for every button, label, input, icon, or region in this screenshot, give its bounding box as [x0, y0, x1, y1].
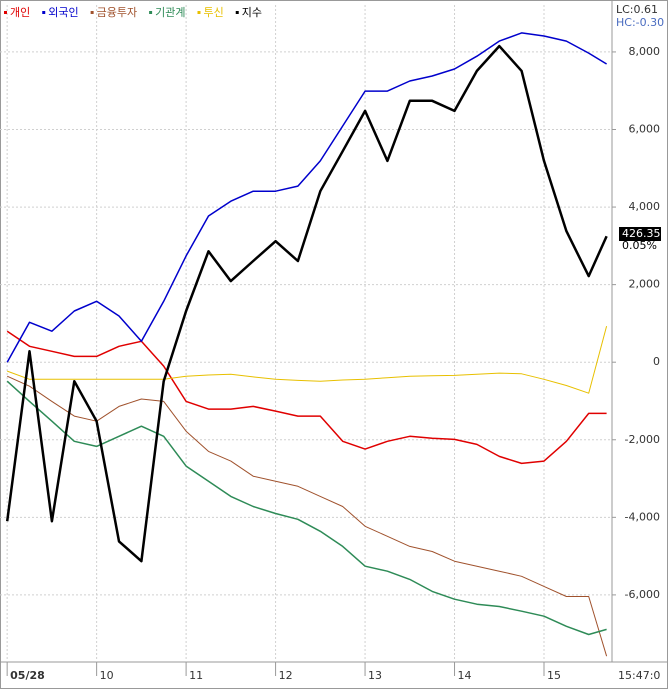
x-tick-label: 14: [458, 669, 472, 682]
y-tick-label: -2,000: [625, 433, 660, 446]
legend-label: 기관계: [155, 6, 185, 19]
x-tick-label: 10: [100, 669, 114, 682]
x-tick-label: 13: [368, 669, 382, 682]
y-tick-label: 2,000: [629, 278, 661, 291]
legend-label: 금융투자: [97, 6, 137, 19]
legend-label: 외국인: [48, 6, 78, 19]
hc-label: HC:-0.30: [616, 16, 664, 29]
series-line: [7, 325, 608, 394]
y-tick-label: 0: [653, 355, 660, 368]
legend-marker: [235, 11, 239, 14]
legend-marker: [149, 11, 153, 14]
legend-label: 지수: [242, 6, 262, 19]
series-line: [5, 44, 608, 563]
x-tick-label: 12: [279, 669, 293, 682]
series-line: [6, 32, 607, 363]
legend-label: 투신: [203, 6, 223, 19]
change-label: 0.05%: [622, 239, 657, 252]
x-tick-label: 05/28: [10, 669, 45, 682]
last-value-box: [619, 227, 661, 241]
last-value-label: 426.35: [622, 227, 661, 240]
legend-marker: [4, 11, 7, 14]
lc-label: LC:0.61: [616, 3, 658, 16]
legend-marker: [197, 11, 201, 14]
series-line: [6, 380, 607, 636]
y-tick-label: -4,000: [625, 510, 660, 523]
x-tick-label: 11: [189, 669, 203, 682]
y-tick-label: 6,000: [629, 122, 661, 135]
series-line: [6, 375, 608, 657]
legend-marker: [90, 11, 94, 14]
legend-label: 개인: [10, 6, 30, 19]
y-tick-label: -6,000: [625, 588, 660, 601]
x-tick-label: 15: [547, 669, 561, 682]
timestamp: 15:47:0: [618, 669, 660, 682]
y-tick-label: 4,000: [629, 200, 661, 213]
y-tick-label: 8,000: [629, 45, 661, 58]
series-line: [6, 330, 607, 465]
legend-marker: [42, 11, 46, 14]
